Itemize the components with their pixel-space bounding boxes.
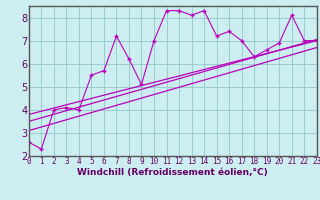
X-axis label: Windchill (Refroidissement éolien,°C): Windchill (Refroidissement éolien,°C) xyxy=(77,168,268,177)
